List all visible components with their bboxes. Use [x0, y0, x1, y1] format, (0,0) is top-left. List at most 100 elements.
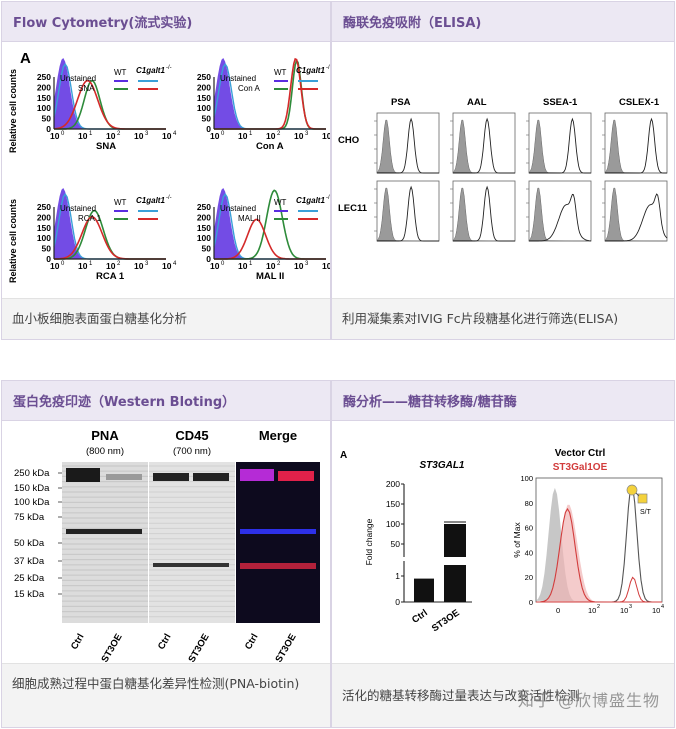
elisa-cell	[374, 180, 440, 242]
galactose-icon	[626, 484, 638, 496]
marker-label: 75 kDa	[14, 512, 45, 523]
x-tick-exp: 0	[61, 131, 65, 137]
legend-ko-sup: -/-	[166, 195, 172, 201]
legend-lectin: SNA	[78, 84, 95, 93]
y-tick-label: 100	[37, 103, 51, 113]
y-tick-label: 50	[42, 244, 52, 254]
x-tick-label: 10	[322, 131, 330, 141]
x-tick-label: 10	[162, 131, 172, 141]
x-tick-label: 10	[294, 261, 304, 271]
band-merge-oe	[278, 471, 314, 481]
sample-histogram	[377, 185, 439, 242]
oe-small-peak	[536, 576, 662, 603]
card-flow-cytometry: Flow Cytometry(流式实验) A 250 200 150 100 50 0 10…	[1, 1, 331, 340]
y-tick-label: 150	[197, 93, 211, 103]
sample-histogram	[529, 117, 591, 174]
lane-label: Ctrl	[69, 632, 87, 652]
elisa-cell	[450, 112, 516, 174]
bar-ctrl	[414, 578, 434, 602]
sample-histogram	[453, 117, 515, 174]
legend-lectin: RCA 1	[78, 214, 102, 223]
lane-label: ST3OE	[99, 632, 124, 664]
glycan-link	[635, 492, 640, 497]
cd45-blot	[149, 462, 235, 623]
x-tick-exp: 3	[145, 131, 149, 137]
hist-x-tick: 10	[652, 606, 660, 615]
merge-blot	[236, 462, 320, 623]
band-merge-ctrl	[240, 469, 274, 481]
band-cd45-37	[153, 563, 229, 567]
y-tick-label: 0	[46, 254, 51, 264]
card-caption: 利用凝集素对IVIG Fc片段糖基化进行筛选(ELISA)	[332, 298, 674, 339]
legend-wt: WT	[274, 198, 287, 207]
x-tick-exp: 3	[145, 261, 149, 267]
elisa-cell	[450, 180, 516, 242]
oe-isotype-fill	[536, 504, 662, 602]
card-caption: 细胞成熟过程中蛋白糖基化差异性检测(PNA-biotin)	[2, 663, 330, 727]
card-caption: 血小板细胞表面蛋白糖基化分析	[2, 298, 330, 339]
bar-y-tick: 100	[386, 519, 400, 529]
band-merge-37	[240, 563, 316, 569]
bar-y-tick: 150	[386, 499, 400, 509]
y-axis-label: Relative cell counts	[8, 69, 18, 153]
card-caption: 活化的糖基转移酶过量表达与改变活性检测	[332, 663, 674, 727]
column-header: SSEA-1	[543, 97, 578, 108]
card-enzyme: 酶分析——糖苷转移酶/糖苷酶 A ST3GAL1 200 150 100 50 1 0 Fold…	[331, 380, 675, 728]
legend-ko-sup: -/-	[166, 65, 172, 71]
y-tick-label: 200	[197, 82, 211, 92]
flow-panel-3: 250200150100500100101102103104MAL IIUnst…	[197, 188, 330, 282]
x-tick-exp: 1	[249, 131, 253, 137]
x-tick-exp: 2	[117, 131, 121, 137]
y-tick-label: 250	[197, 202, 211, 212]
x-tick-label: 10	[266, 131, 276, 141]
flow-figure: A 250 200 150 100 50 0 10 0 10 1 10 2 10 3 10 4 SNA Unsta…	[2, 43, 330, 300]
western-blot-figure: PNA (800 nm) CD45 (700 nm) Merge 250 kDa 150 k…	[14, 428, 320, 664]
x-tick-exp: 2	[277, 131, 281, 137]
legend-wt: WT	[114, 68, 127, 77]
y-tick-label: 150	[37, 93, 51, 103]
bar-y-tick: 50	[391, 539, 401, 549]
marker-label: 25 kDa	[14, 573, 45, 584]
bar-chart-title: ST3GAL1	[419, 460, 464, 471]
band-pna-75	[66, 529, 142, 534]
marker-label: 150 kDa	[14, 483, 50, 494]
watermark: 知乎 @欣博盛生物	[517, 691, 660, 710]
lane-label: Ctrl	[243, 632, 261, 652]
x-tick-label: 10	[238, 131, 248, 141]
x-axis-label: Con A	[256, 141, 284, 152]
band-cd45-ctrl	[153, 473, 189, 481]
bar-y-tick: 1	[395, 571, 400, 581]
legend-unstained: Unstained	[220, 204, 256, 213]
y-tick-label: 0	[206, 124, 211, 134]
band-merge-75	[240, 529, 316, 534]
column-header: AAL	[467, 97, 487, 108]
y-tick-label: 250	[37, 202, 51, 212]
x-tick-label: 10	[134, 261, 144, 271]
y-tick-label: 200	[197, 212, 211, 222]
hist-y-tick: 80	[525, 499, 533, 508]
card-elisa: 酶联免疫吸附（ELISA) PSA AAL SSEA-1 CSLEX-1 CHO LEC1…	[331, 1, 675, 340]
western-figure: PNA (800 nm) CD45 (700 nm) Merge 250 kDa 150 k…	[2, 422, 330, 665]
y-axis-label: Relative cell counts	[8, 199, 18, 283]
y-tick-label: 150	[197, 223, 211, 233]
hist-x-exp: 2	[597, 604, 600, 610]
marker-label: 50 kDa	[14, 538, 45, 549]
column-header: PSA	[391, 97, 411, 108]
x-tick-label: 10	[322, 261, 330, 271]
y-tick-label: 0	[206, 254, 211, 264]
marker-label: 15 kDa	[14, 589, 45, 600]
sample-histogram	[377, 117, 439, 174]
elisa-figure: PSA AAL SSEA-1 CSLEX-1 CHO LEC11	[332, 43, 674, 300]
legend-wt: WT	[114, 198, 127, 207]
x-tick-exp: 1	[249, 261, 253, 267]
bar-y-tick: 0	[395, 597, 400, 607]
elisa-cell	[526, 180, 592, 242]
blot-panel-title: CD45	[175, 428, 208, 443]
bar-y-label: Fold change	[364, 518, 374, 565]
control-histogram	[604, 187, 668, 242]
pna-blot	[62, 462, 148, 623]
blot-panel-subtitle: (800 nm)	[86, 446, 124, 457]
x-tick-label: 10	[78, 131, 88, 141]
hist-y-tick: 60	[525, 524, 533, 533]
